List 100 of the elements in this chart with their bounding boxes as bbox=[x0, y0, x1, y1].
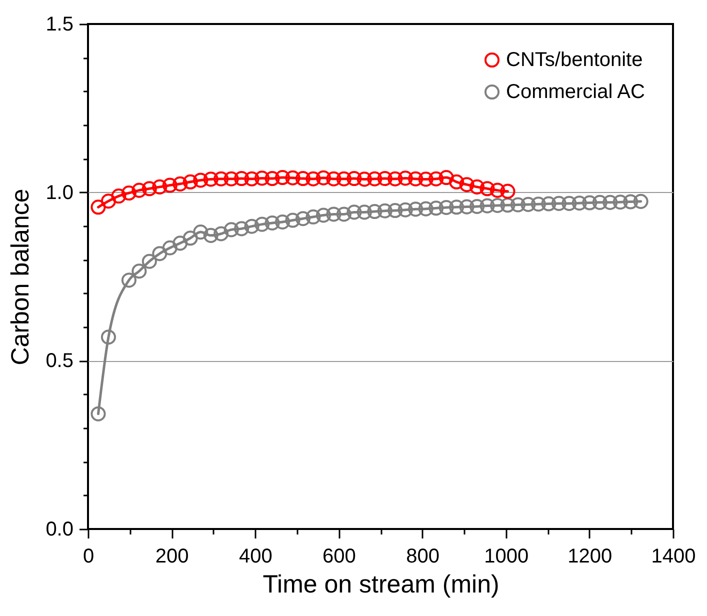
y-axis-title: Carbon balance bbox=[6, 188, 35, 366]
point bbox=[500, 198, 516, 213]
point bbox=[254, 216, 270, 232]
point bbox=[285, 212, 300, 228]
point bbox=[316, 170, 331, 186]
point bbox=[562, 196, 577, 211]
point bbox=[234, 221, 250, 236]
point bbox=[182, 174, 198, 190]
point bbox=[346, 204, 362, 220]
y-tick-label: 1.5 bbox=[46, 14, 74, 36]
legend-label: Commercial AC bbox=[506, 81, 645, 103]
point bbox=[470, 179, 485, 194]
point bbox=[132, 264, 147, 279]
point bbox=[224, 171, 239, 186]
point bbox=[142, 181, 157, 196]
y-tick-label: 0.5 bbox=[46, 350, 74, 372]
point bbox=[274, 214, 290, 230]
point bbox=[111, 188, 126, 204]
point bbox=[428, 171, 444, 186]
legend-label: CNTs/bentonite bbox=[506, 49, 643, 71]
point bbox=[572, 196, 587, 211]
point bbox=[418, 201, 434, 216]
point bbox=[438, 200, 454, 215]
point bbox=[346, 171, 362, 186]
point bbox=[398, 170, 413, 186]
point bbox=[367, 204, 382, 220]
point bbox=[326, 206, 342, 222]
point bbox=[121, 186, 136, 201]
point bbox=[214, 171, 229, 186]
point bbox=[203, 172, 218, 187]
point bbox=[316, 208, 331, 223]
point bbox=[520, 196, 536, 212]
point bbox=[356, 204, 372, 220]
point bbox=[377, 203, 392, 218]
point bbox=[90, 200, 106, 215]
point bbox=[142, 254, 157, 269]
x-tick-label: 1200 bbox=[568, 546, 612, 568]
point bbox=[510, 197, 526, 212]
point bbox=[214, 226, 229, 242]
point bbox=[326, 171, 342, 186]
point bbox=[408, 202, 424, 217]
x-tick-label: 0 bbox=[82, 546, 94, 568]
point bbox=[551, 196, 566, 211]
point bbox=[377, 171, 392, 186]
point bbox=[100, 194, 116, 209]
point bbox=[398, 202, 413, 218]
point bbox=[449, 174, 464, 190]
point bbox=[367, 171, 382, 186]
point bbox=[90, 406, 106, 422]
x-tick-label: 800 bbox=[406, 546, 440, 568]
point bbox=[336, 206, 352, 222]
point bbox=[480, 181, 495, 196]
point bbox=[459, 199, 474, 214]
point bbox=[438, 170, 454, 186]
point bbox=[132, 182, 147, 198]
point bbox=[121, 272, 136, 288]
point bbox=[162, 178, 178, 193]
point bbox=[306, 171, 321, 186]
point bbox=[295, 171, 311, 186]
x-tick-label: 1000 bbox=[484, 546, 529, 568]
point bbox=[541, 196, 556, 212]
y-tick-label: 0.0 bbox=[46, 518, 74, 540]
x-tick-label: 200 bbox=[155, 546, 189, 568]
point bbox=[336, 171, 352, 186]
point bbox=[388, 171, 403, 186]
x-tick-label: 1400 bbox=[651, 546, 696, 568]
point bbox=[203, 228, 218, 243]
point bbox=[162, 240, 178, 256]
point bbox=[500, 184, 516, 199]
point bbox=[633, 194, 648, 209]
point bbox=[152, 179, 168, 194]
point bbox=[449, 200, 464, 215]
point bbox=[295, 211, 311, 226]
point bbox=[592, 194, 608, 210]
point bbox=[582, 195, 598, 210]
point bbox=[388, 203, 403, 218]
point bbox=[254, 170, 270, 186]
point bbox=[193, 172, 208, 188]
y-tick-label: 1.0 bbox=[46, 182, 74, 204]
point bbox=[152, 246, 168, 262]
point bbox=[224, 222, 239, 238]
point bbox=[100, 330, 116, 345]
point bbox=[612, 194, 628, 210]
point bbox=[193, 224, 208, 240]
point bbox=[408, 171, 424, 186]
point bbox=[418, 172, 434, 187]
point bbox=[470, 198, 485, 214]
point bbox=[264, 215, 280, 230]
point bbox=[172, 176, 188, 192]
point bbox=[172, 236, 188, 251]
point bbox=[356, 172, 372, 187]
point bbox=[480, 198, 495, 214]
x-tick-label: 600 bbox=[322, 546, 356, 568]
point bbox=[459, 177, 474, 192]
point bbox=[234, 171, 250, 186]
x-tick-label: 400 bbox=[238, 546, 272, 568]
point bbox=[602, 194, 618, 210]
point bbox=[530, 196, 546, 212]
point bbox=[490, 198, 506, 213]
point bbox=[274, 170, 290, 186]
